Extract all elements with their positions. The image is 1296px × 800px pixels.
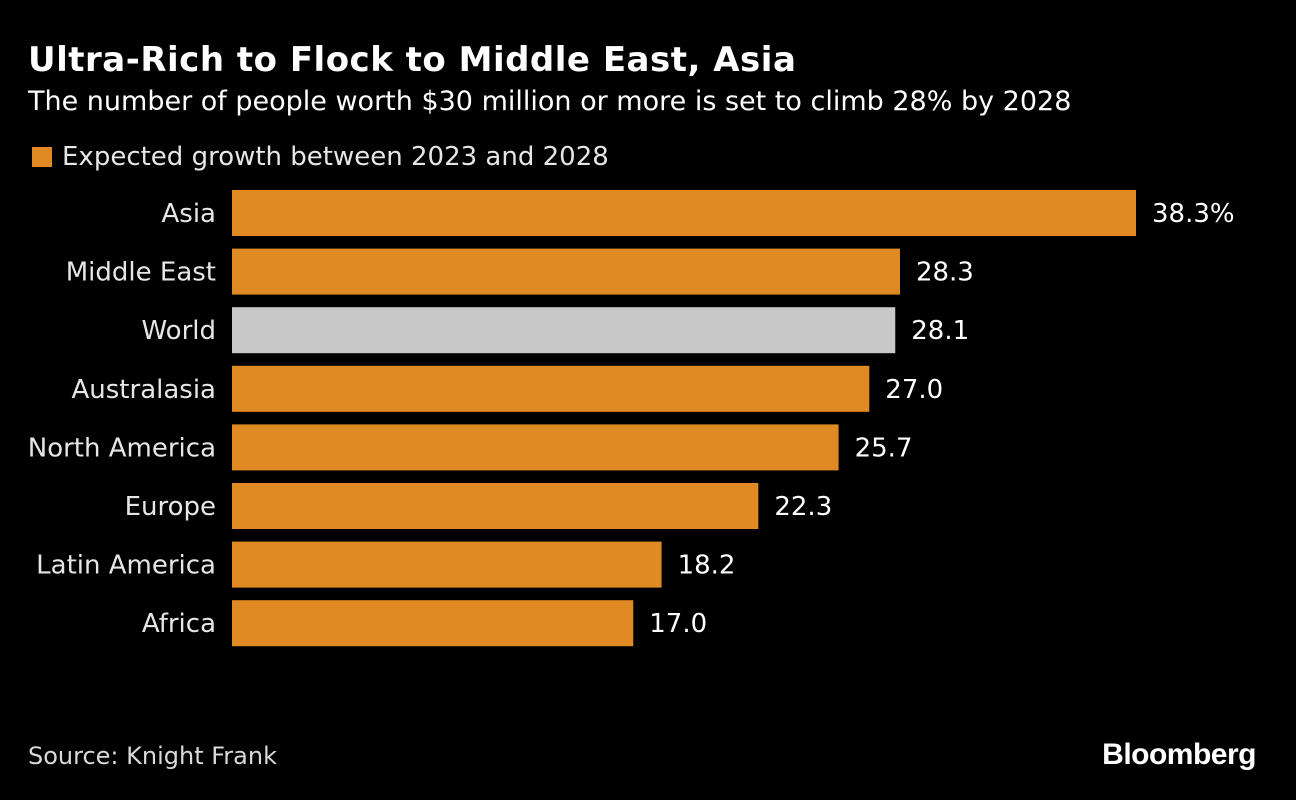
value-label-europe: 22.3 <box>774 492 832 522</box>
value-label-world: 28.1 <box>911 316 969 346</box>
chart-subtitle: The number of people worth $30 million o… <box>28 86 1072 117</box>
legend: Expected growth between 2023 and 2028 <box>32 142 609 172</box>
bar-world <box>232 307 896 354</box>
category-label-asia: Asia <box>162 199 217 229</box>
chart-title: Ultra-Rich to Flock to Middle East, Asia <box>28 40 797 80</box>
bar-africa <box>232 600 634 647</box>
value-label-north-america: 25.7 <box>855 433 913 463</box>
category-label-europe: Europe <box>125 492 216 522</box>
source-note: Source: Knight Frank <box>28 742 277 770</box>
bar-australasia <box>232 365 870 412</box>
bar-middle-east <box>232 248 900 295</box>
value-label-asia: 38.3% <box>1152 199 1235 229</box>
category-label-latin-america: Latin America <box>36 551 216 581</box>
category-label-australasia: Australasia <box>72 375 217 405</box>
value-label-middle-east: 28.3 <box>916 258 974 288</box>
category-label-north-america: North America <box>28 433 216 463</box>
value-label-africa: 17.0 <box>649 609 707 639</box>
bar-latin-america <box>232 541 662 588</box>
bar-europe <box>232 483 759 529</box>
legend-swatch <box>32 147 52 167</box>
category-label-africa: Africa <box>142 609 216 639</box>
category-label-middle-east: Middle East <box>66 258 216 288</box>
bar-asia <box>232 190 1136 236</box>
value-label-australasia: 27.0 <box>885 375 943 405</box>
legend-label: Expected growth between 2023 and 2028 <box>62 142 609 172</box>
value-label-latin-america: 18.2 <box>678 551 736 581</box>
bloomberg-logo: Bloomberg <box>1102 738 1256 771</box>
category-label-world: World <box>141 316 216 346</box>
bar-north-america <box>232 424 839 471</box>
